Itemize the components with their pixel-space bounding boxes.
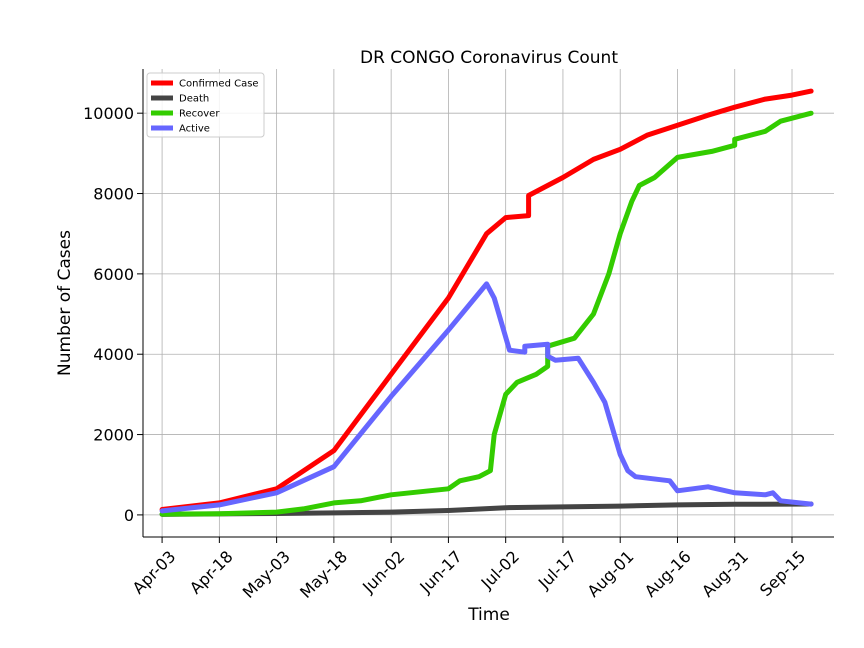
x-tick-label: Aug-01 [584, 547, 638, 601]
x-tick-label: Sep-15 [756, 547, 809, 600]
series-line-confirmed-case [159, 88, 814, 512]
y-tick-label: 6000 [93, 265, 134, 284]
x-tick-label: Jun-17 [415, 547, 465, 597]
series-line-recover [159, 110, 814, 517]
legend-box [146, 72, 265, 138]
chart-title: DR CONGO Coronavirus Count [360, 48, 618, 68]
x-tick-label: May-18 [296, 547, 351, 602]
x-tick-label: Apr-03 [129, 547, 180, 598]
x-tick-label: Apr-18 [186, 547, 237, 598]
y-tick-label: 10000 [83, 104, 134, 123]
x-tick-label: Jun-02 [358, 547, 408, 597]
legend-label: Confirmed Case [179, 79, 259, 90]
legend-label: Death [179, 94, 209, 105]
series-layer [159, 88, 814, 517]
legend: Confirmed Case Death Recover Active [146, 72, 265, 138]
x-tick-label: May-03 [239, 547, 294, 602]
y-tick-label: 4000 [93, 345, 134, 364]
y-axis-label: Number of Cases [55, 230, 75, 376]
x-tick-label: Jul-02 [477, 547, 523, 593]
x-tick-label: Jul-17 [534, 547, 580, 593]
y-tick-label: 8000 [93, 185, 134, 204]
y-tick-label: 2000 [93, 426, 134, 445]
legend-label: Recover [179, 109, 220, 120]
x-tick-label: Aug-16 [641, 547, 695, 601]
y-tick-label: 0 [124, 506, 134, 525]
x-axis-label: Time [467, 605, 510, 625]
legend-label: Active [179, 124, 210, 135]
x-tick-label: Aug-31 [698, 547, 752, 601]
series-line-active [159, 281, 814, 514]
